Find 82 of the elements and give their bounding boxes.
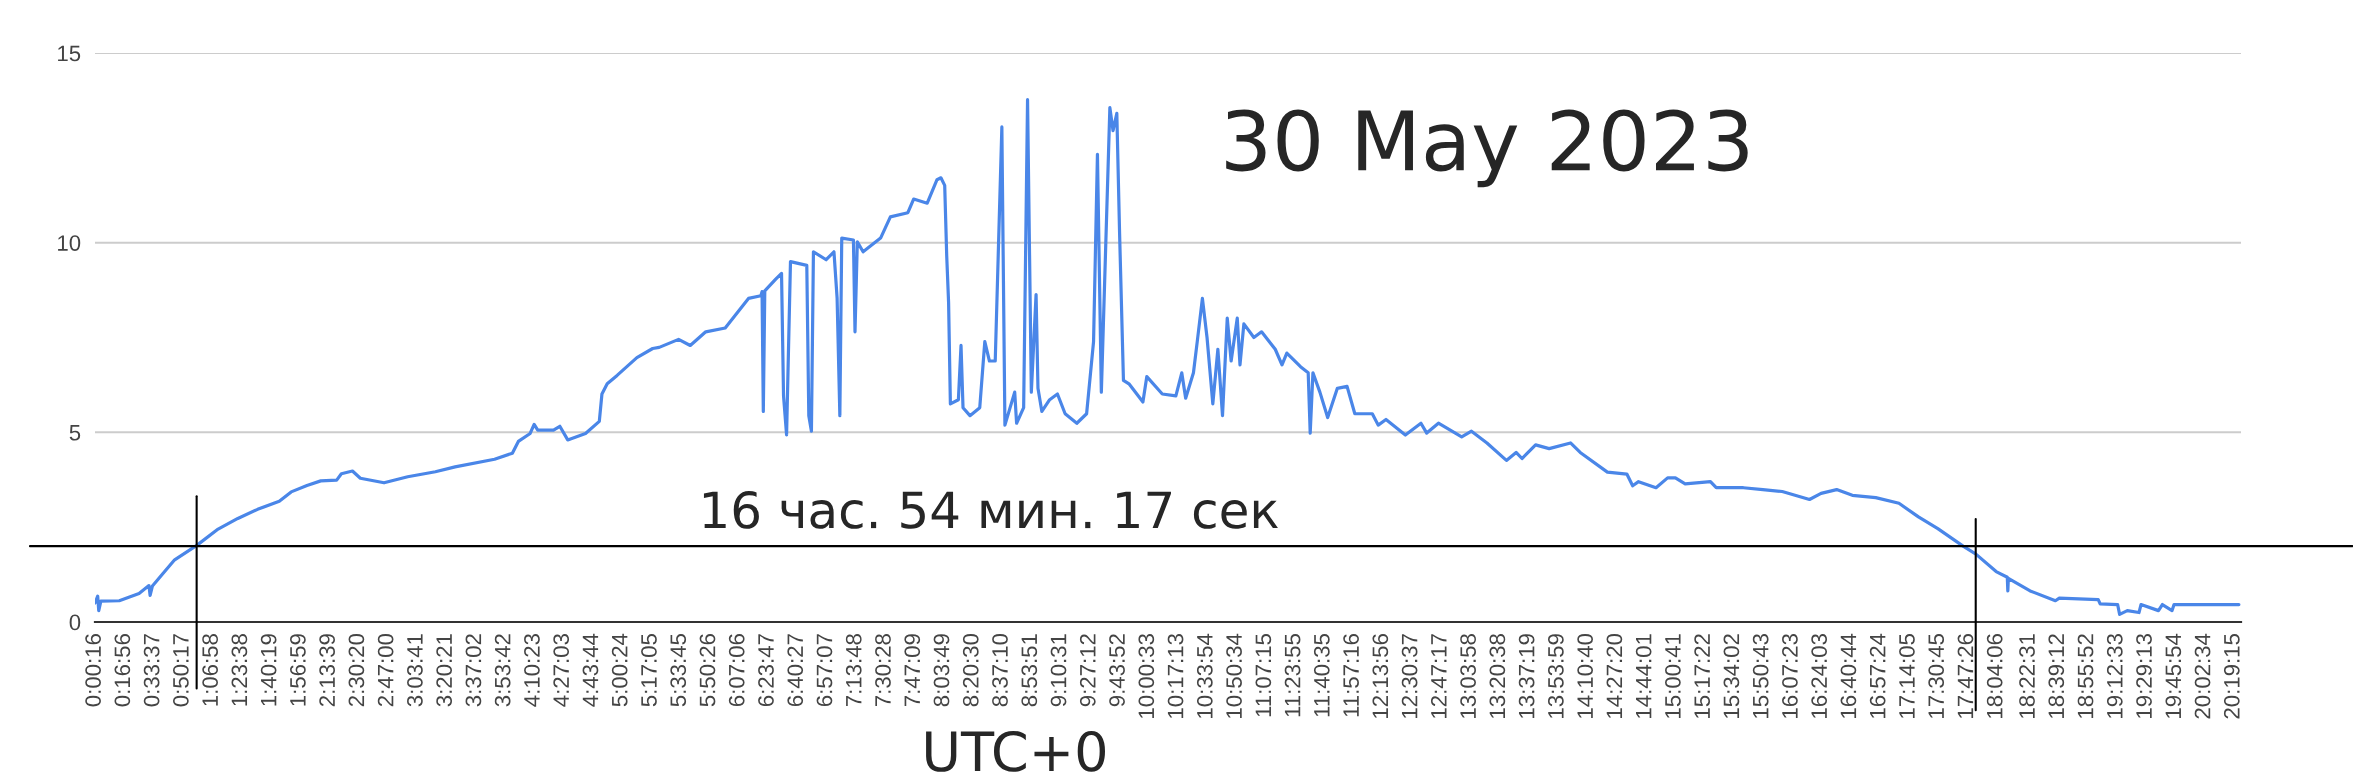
x-tick-label: 12:30:37 (1401, 634, 1418, 718)
x-tick-label: 19:29:13 (2136, 634, 2152, 718)
x-tick-label: 0:16:56 (114, 634, 131, 707)
x-tick-label: 12:47:17 (1430, 634, 1447, 718)
x-tick-label: 13:20:38 (1489, 634, 1506, 718)
x-tick-label: 12:13:56 (1372, 634, 1389, 718)
x-tick-label: 6:40:27 (787, 634, 804, 707)
x-tick-label: 16:40:44 (1840, 633, 1857, 718)
x-tick-label: 11:57:16 (1343, 634, 1359, 717)
x-tick-label: 10:17:13 (1167, 634, 1184, 718)
x-tick-label: 3:53:42 (494, 634, 511, 707)
x-tick-label: 16:24:03 (1811, 634, 1828, 718)
x-tick-label: 1:56:59 (290, 634, 306, 706)
x-tick-label: 13:37:19 (1518, 634, 1535, 718)
x-tick-label: 5:00:24 (611, 633, 628, 707)
x-tick-label: 18:04:06 (1986, 634, 2003, 718)
x-tick-label: 16:07:23 (1782, 634, 1798, 718)
x-tick-label: 2:13:39 (319, 634, 335, 707)
x-tick-label: 18:22:31 (2019, 634, 2035, 718)
x-tick-label: 18:55:52 (2077, 634, 2094, 718)
x-tick-label: 4:27:03 (553, 634, 570, 707)
x-tick-label: 2:47:00 (377, 633, 394, 707)
x-tick-label: 17:14:05 (1899, 634, 1915, 718)
x-axis-title: UTC+0 (926, 730, 1105, 772)
x-tick-label: 16:57:24 (1869, 633, 1886, 718)
x-tick-label: 7:30:28 (875, 634, 891, 707)
x-tick-label: 6:23:47 (758, 634, 774, 707)
x-tick-label: 20:19:15 (2223, 634, 2240, 719)
x-tick-label: 20:02:34 (2194, 633, 2211, 719)
x-tick-label: 17:47:26 (1957, 634, 1974, 718)
x-tick-label: 7:47:09 (904, 634, 921, 707)
y-tick-label: 10 (58, 235, 81, 251)
x-tick-label: 7:13:48 (845, 634, 862, 707)
x-tick-label: 8:03:49 (933, 634, 950, 707)
x-tick-label: 9:10:31 (1050, 634, 1067, 707)
y-tick-label: 5 (69, 425, 81, 441)
x-tick-label: 13:53:59 (1547, 634, 1564, 718)
y-tick-label: 15 (58, 45, 81, 62)
x-tick-label: 0:00:16 (85, 634, 101, 707)
x-tick-label: 3:20:21 (436, 634, 453, 707)
x-tick-label: 3:03:41 (407, 634, 423, 707)
x-tick-label: 19:12:33 (2106, 634, 2123, 718)
x-tick-label: 17:30:45 (1928, 634, 1945, 718)
line-series (95, 98, 2241, 617)
x-tick-label: 6:57:07 (816, 634, 833, 707)
x-tick-label: 11:23:55 (1284, 634, 1301, 717)
x-tick-label: 5:33:45 (670, 634, 687, 707)
annotation: 16 час. 54 мин. 17 сек (703, 491, 1278, 529)
x-tick-label: 1:06:58 (202, 634, 218, 706)
text: 30 May 2023 (1226, 109, 1748, 188)
x-tick-label: 14:10:40 (1577, 633, 1593, 718)
x-tick-label: 15:00:41 (1665, 634, 1681, 718)
y-tick-label: 0 (69, 614, 81, 631)
x-tick-label: 4:10:23 (524, 634, 540, 707)
x-tick-label: 0:50:17 (172, 634, 189, 707)
x-tick-label: 11:40:35 (1313, 634, 1330, 717)
x-tick-label: 0:33:37 (143, 634, 160, 707)
x-tick-label: 11:07:15 (1255, 634, 1272, 717)
x-tick-label: 14:44:01 (1635, 634, 1652, 718)
x-tick-label: 15:34:02 (1723, 634, 1740, 718)
x-tick-label: 13:03:58 (1460, 634, 1476, 718)
x-tick-label: 3:37:02 (465, 634, 482, 707)
x-tick-label: 2:30:20 (348, 633, 365, 707)
x-tick-label: 14:27:20 (1606, 633, 1623, 718)
x-tick-label: 8:53:51 (1021, 634, 1038, 707)
x-tick-label: 8:20:30 (962, 633, 979, 707)
x-tick-label: 9:43:52 (1109, 634, 1125, 707)
x-tick-label: 10:50:34 (1226, 633, 1242, 718)
x-tick-label: 10:33:54 (1196, 633, 1213, 718)
x-tick-label: 8:37:10 (992, 633, 1008, 707)
x-tick-label: 5:50:26 (699, 634, 716, 707)
x-tick-label: 18:39:12 (2048, 634, 2065, 718)
x-tick-label: 1:40:19 (260, 634, 277, 706)
x-tick-label: 15:17:22 (1694, 634, 1711, 718)
x-tick-label: 5:17:05 (641, 634, 657, 707)
x-tick-label: 15:50:43 (1752, 634, 1769, 718)
x-tick-label: 1:23:38 (231, 634, 248, 706)
x-tick-label: 4:43:44 (582, 633, 599, 707)
x-tick-label: 6:07:06 (728, 634, 745, 707)
x-tick-label: 9:27:12 (1079, 634, 1096, 707)
x-tick-label: 10:00:33 (1138, 634, 1155, 718)
x-tick-label: 19:45:54 (2165, 633, 2182, 718)
